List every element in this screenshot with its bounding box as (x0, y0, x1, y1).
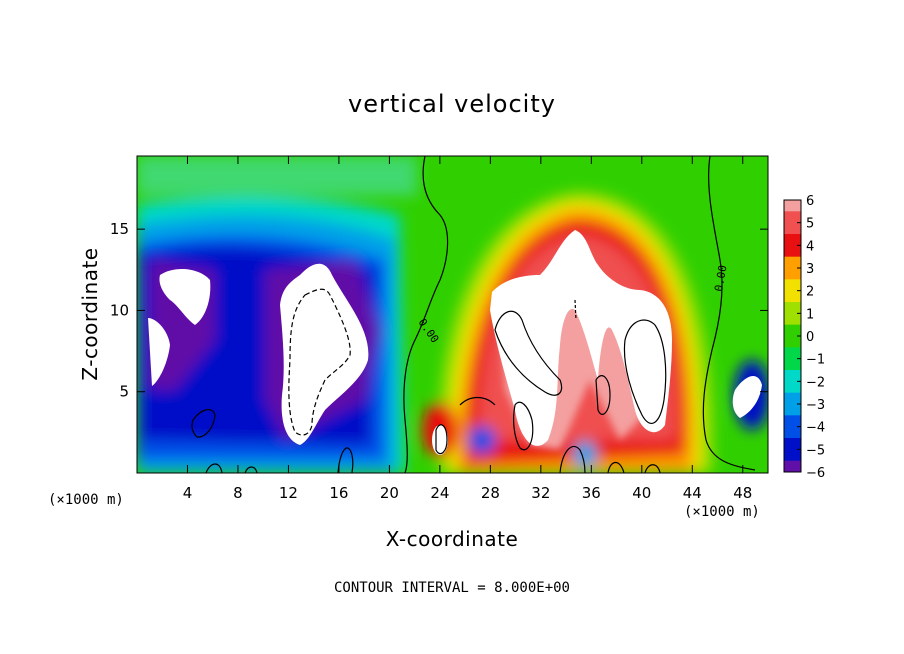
colorbar-tick-label: −6 (806, 466, 825, 481)
colorbar-tick-label: −4 (806, 421, 825, 436)
x-unit-label-right: (×1000 m) (684, 504, 760, 520)
chart-title: vertical velocity (348, 90, 556, 118)
colorbar-segment (784, 302, 801, 314)
colorbar-segment (784, 370, 801, 382)
colorbar-tick-label: 0 (806, 330, 814, 345)
colorbar: 6 5 4 3 2 1 0 −1 −2 −3 −4 −5 −6 (783, 194, 825, 481)
x-tick-label: 4 (183, 484, 193, 502)
x-tick-label: 8 (233, 484, 243, 502)
colorbar-segment (784, 347, 801, 360)
y-tick-label: 5 (119, 383, 129, 401)
colorbar-segment (784, 404, 801, 416)
colorbar-tick-label: 4 (806, 239, 814, 254)
x-tick-label: 36 (582, 484, 601, 502)
x-tick-label: 40 (632, 484, 651, 502)
x-tick-label: 20 (380, 484, 399, 502)
colorbar-segment (784, 381, 801, 394)
colorbar-tick-label: −2 (806, 375, 825, 390)
colorbar-tick-label: 6 (806, 194, 814, 209)
colorbar-segment (784, 438, 801, 450)
colorbar-segment (784, 324, 801, 337)
x-unit-label-left: (×1000 m) (48, 492, 124, 508)
colorbar-segment (784, 290, 801, 303)
y-tick-label: 10 (110, 301, 129, 319)
x-axis-title: X-coordinate (386, 527, 519, 551)
contour-label-right: 0.00 (712, 264, 729, 292)
colorbar-segment (784, 460, 801, 473)
colorbar-segment (784, 222, 801, 235)
y-axis-title: Z-coordinate (78, 247, 102, 380)
colorbar-segment (784, 313, 801, 326)
colorbar-tick-label: −5 (806, 443, 825, 458)
colorbar-segment (784, 211, 801, 224)
colorbar-segment (784, 279, 801, 292)
heatmap-field (137, 156, 768, 473)
colorbar-tick-label: 3 (806, 262, 814, 277)
x-tick-label: 48 (733, 484, 752, 502)
colorbar-tick-label: 5 (806, 217, 814, 232)
x-tick-label: 32 (531, 484, 550, 502)
colorbar-segment (784, 392, 801, 405)
x-axis-ticks: 4 8 12 16 20 24 28 32 36 40 44 48 (183, 156, 752, 502)
colorbar-segment (784, 200, 801, 212)
contour-interval-note: CONTOUR INTERVAL = 8.000E+00 (334, 580, 570, 596)
colorbar-segment (784, 415, 801, 428)
colorbar-segment (784, 245, 801, 258)
y-tick-label: 15 (110, 220, 129, 238)
colorbar-segment (784, 449, 801, 462)
colorbar-tick-label: −1 (806, 353, 825, 368)
colorbar-segment (784, 358, 801, 371)
colorbar-tick-label: 1 (806, 307, 814, 322)
colorbar-segment (784, 234, 801, 246)
contour-lines (191, 156, 756, 473)
x-tick-label: 44 (683, 484, 702, 502)
x-tick-label: 16 (329, 484, 348, 502)
colorbar-tick-label: 2 (806, 285, 814, 300)
x-tick-label: 12 (279, 484, 298, 502)
x-tick-label: 28 (481, 484, 500, 502)
plot-frame (136, 155, 769, 474)
x-tick-label: 24 (430, 484, 449, 502)
colorbar-tick-label: −3 (806, 398, 825, 413)
y-axis-ticks: 5 10 15 (110, 220, 768, 401)
colorbar-segment (784, 256, 801, 269)
colorbar-segment (784, 426, 801, 439)
colorbar-segment (784, 336, 801, 348)
colorbar-segment (784, 268, 801, 280)
